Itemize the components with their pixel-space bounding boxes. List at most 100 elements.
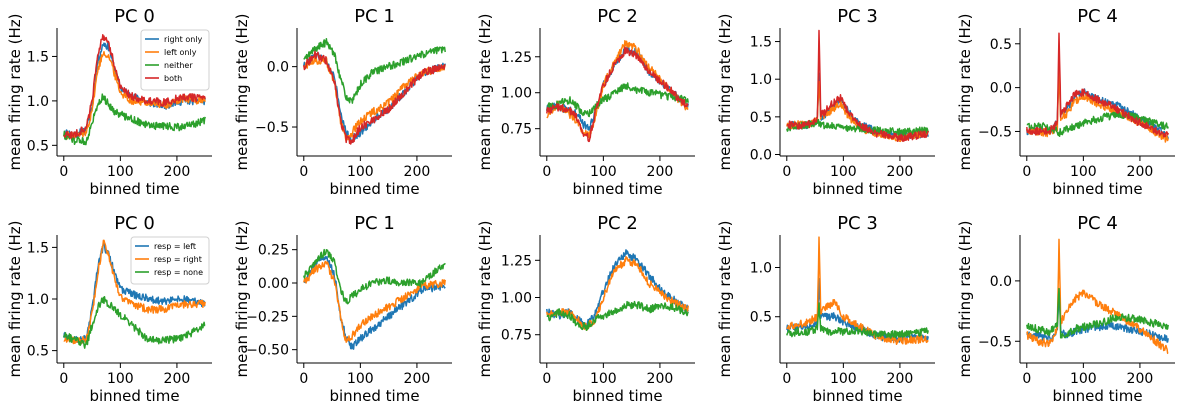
legend-entry: both <box>164 74 182 83</box>
legend-box <box>130 236 210 285</box>
x-axis-label: binned time <box>329 180 419 198</box>
series-line-2 <box>303 37 446 104</box>
x-tick-label: 0 <box>542 371 551 387</box>
y-tick-label: 1.25 <box>501 50 532 66</box>
y-axis-label: mean firing rate (Hz) <box>956 14 974 171</box>
y-tick-label: −0.5 <box>978 334 1012 350</box>
y-tick-label: 0.5 <box>750 110 772 126</box>
legend-entry: left only <box>164 48 197 57</box>
subplot-title: PC 4 <box>1077 213 1118 234</box>
x-axis-label: binned time <box>89 387 179 405</box>
subplot-r1c0: 0 100 200 0.5 1.0 1.5 PC 0 binned time mean firi… <box>6 213 212 405</box>
series-line-1 <box>1026 238 1169 355</box>
x-tick-label: 0 <box>59 164 68 180</box>
x-tick-label: 100 <box>107 164 134 180</box>
subplot-title: PC 0 <box>114 6 155 27</box>
series-line-3 <box>63 34 206 140</box>
x-axis-label: binned time <box>812 387 902 405</box>
x-tick-label: 200 <box>647 164 674 180</box>
series-line-2 <box>546 82 689 118</box>
x-tick-label: 100 <box>590 164 617 180</box>
series-line-2 <box>546 300 689 331</box>
x-axis-label: binned time <box>89 180 179 198</box>
legend: right only left only neither both <box>140 29 210 91</box>
legend-entry: resp = left <box>154 242 196 251</box>
subplot-title: PC 1 <box>354 213 395 234</box>
series-line-2 <box>786 118 929 137</box>
y-axis-label: mean firing rate (Hz) <box>476 14 494 171</box>
y-tick-label: 1.0 <box>27 292 49 308</box>
x-tick-label: 0 <box>542 164 551 180</box>
x-axis-label: binned time <box>812 180 902 198</box>
x-tick-label: 200 <box>887 371 914 387</box>
y-tick-label: 0.25 <box>258 243 289 259</box>
x-tick-label: 0 <box>782 164 791 180</box>
series-line-0 <box>303 51 446 143</box>
subplot-r0c2: 0 100 200 0.75 1.00 1.25 PC 2 binned time mean f… <box>476 6 695 198</box>
series-line-3 <box>1026 32 1169 138</box>
series-line-2 <box>63 93 206 146</box>
y-tick-label: 1.5 <box>27 240 49 256</box>
series-line-1 <box>1026 67 1169 143</box>
y-tick-label: 0.75 <box>501 122 532 138</box>
series-line-3 <box>303 50 446 145</box>
series-line-2 <box>63 295 206 349</box>
x-axis-label: binned time <box>1052 387 1142 405</box>
subplot-r1c2: 0 100 200 0.75 1.00 1.25 PC 2 binned time mean f… <box>476 213 695 405</box>
subplot-r0c1: 0 100 200 −0.5 0.0 PC 1 binned time mean firing… <box>233 6 452 198</box>
subplot-title: PC 0 <box>114 213 155 234</box>
x-tick-label: 100 <box>830 164 857 180</box>
y-tick-label: 1.25 <box>501 253 532 269</box>
legend-entry: resp = right <box>154 255 202 264</box>
y-axis-label: mean firing rate (Hz) <box>476 221 494 378</box>
series-line-1 <box>303 260 446 343</box>
x-tick-label: 100 <box>1070 371 1097 387</box>
y-tick-label: −0.50 <box>246 343 289 359</box>
y-tick-label: 1.00 <box>501 291 532 307</box>
x-tick-label: 0 <box>299 164 308 180</box>
y-tick-label: 0.75 <box>501 328 532 344</box>
y-axis-label: mean firing rate (Hz) <box>233 221 251 378</box>
subplot-title: PC 1 <box>354 6 395 27</box>
x-tick-label: 0 <box>59 371 68 387</box>
y-tick-label: 1.0 <box>27 94 49 110</box>
x-axis-label: binned time <box>572 387 662 405</box>
y-tick-label: 0.5 <box>990 37 1012 53</box>
y-axis-label: mean firing rate (Hz) <box>6 221 24 378</box>
series-line-3 <box>786 29 929 143</box>
x-tick-label: 0 <box>1022 371 1031 387</box>
series-line-3 <box>546 46 689 143</box>
series-line-0 <box>303 255 446 350</box>
x-axis-label: binned time <box>572 180 662 198</box>
legend: resp = left resp = right resp = none <box>130 236 210 285</box>
y-axis-label: mean firing rate (Hz) <box>716 221 734 378</box>
x-tick-label: 100 <box>830 371 857 387</box>
y-axis-label: mean firing rate (Hz) <box>716 14 734 171</box>
x-tick-label: 200 <box>887 164 914 180</box>
legend-entry: neither <box>164 61 193 70</box>
x-tick-label: 200 <box>1127 164 1154 180</box>
y-tick-label: 1.0 <box>750 72 772 88</box>
x-tick-label: 200 <box>404 164 431 180</box>
subplot-r0c3: 0 100 200 0.0 0.5 1.0 1.5 PC 3 binned time mean f… <box>716 6 935 198</box>
y-tick-label: 0.5 <box>27 344 49 360</box>
y-tick-label: 0.00 <box>258 276 289 292</box>
subplot-title: PC 2 <box>597 213 638 234</box>
legend-entry: right only <box>164 35 203 44</box>
y-tick-label: −0.25 <box>246 309 289 325</box>
x-tick-label: 200 <box>164 371 191 387</box>
x-tick-label: 100 <box>1070 164 1097 180</box>
legend-entry: resp = none <box>154 268 203 277</box>
x-axis-label: binned time <box>1052 180 1142 198</box>
y-tick-label: −0.5 <box>255 120 289 136</box>
subplot-r1c1: 0 100 200 −0.50 −0.25 0.00 0.25 PC 1 binned time… <box>233 213 452 405</box>
subplot-title: PC 2 <box>597 6 638 27</box>
y-tick-label: 0.0 <box>750 147 772 163</box>
y-tick-label: 1.5 <box>27 49 49 65</box>
y-tick-label: 0.5 <box>27 138 49 154</box>
subplot-r1c4: 0 100 200 −0.5 0.0 PC 4 binned time mean firing… <box>956 213 1175 405</box>
subplot-r0c4: 0 100 200 −0.5 0.0 0.5 PC 4 binned time mean fir… <box>956 6 1175 198</box>
x-tick-label: 100 <box>590 371 617 387</box>
x-tick-label: 200 <box>404 371 431 387</box>
